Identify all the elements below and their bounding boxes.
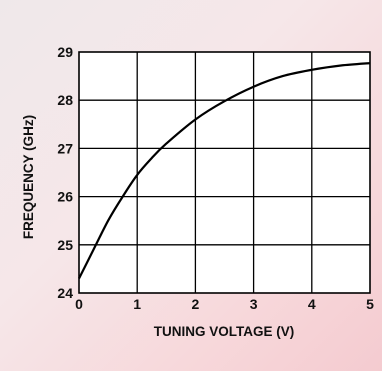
y-tick-label: 28	[57, 92, 73, 108]
x-tick-label: 3	[250, 296, 258, 312]
plot-area	[78, 51, 371, 294]
y-tick-labels: 24 25 26 27 28 29	[57, 44, 73, 301]
x-tick-label: 5	[366, 296, 374, 312]
x-tick-labels: 0 1 2 3 4 5	[75, 296, 374, 312]
x-axis-label: TUNING VOLTAGE (V)	[154, 324, 295, 339]
y-tick-label: 29	[57, 44, 73, 60]
y-tick-label: 27	[57, 140, 73, 156]
y-tick-label: 26	[57, 189, 73, 205]
y-tick-label: 24	[57, 285, 73, 301]
frequency-curve	[78, 62, 371, 279]
x-tick-label: 1	[133, 296, 141, 312]
y-axis-label: FREQUENCY (GHz)	[21, 115, 36, 239]
x-tick-label: 2	[192, 296, 200, 312]
x-tick-label: 0	[75, 296, 83, 312]
x-tick-label: 4	[308, 296, 316, 312]
curve-layer	[78, 62, 371, 279]
grid-layer	[78, 51, 371, 294]
y-tick-label: 25	[57, 237, 73, 253]
